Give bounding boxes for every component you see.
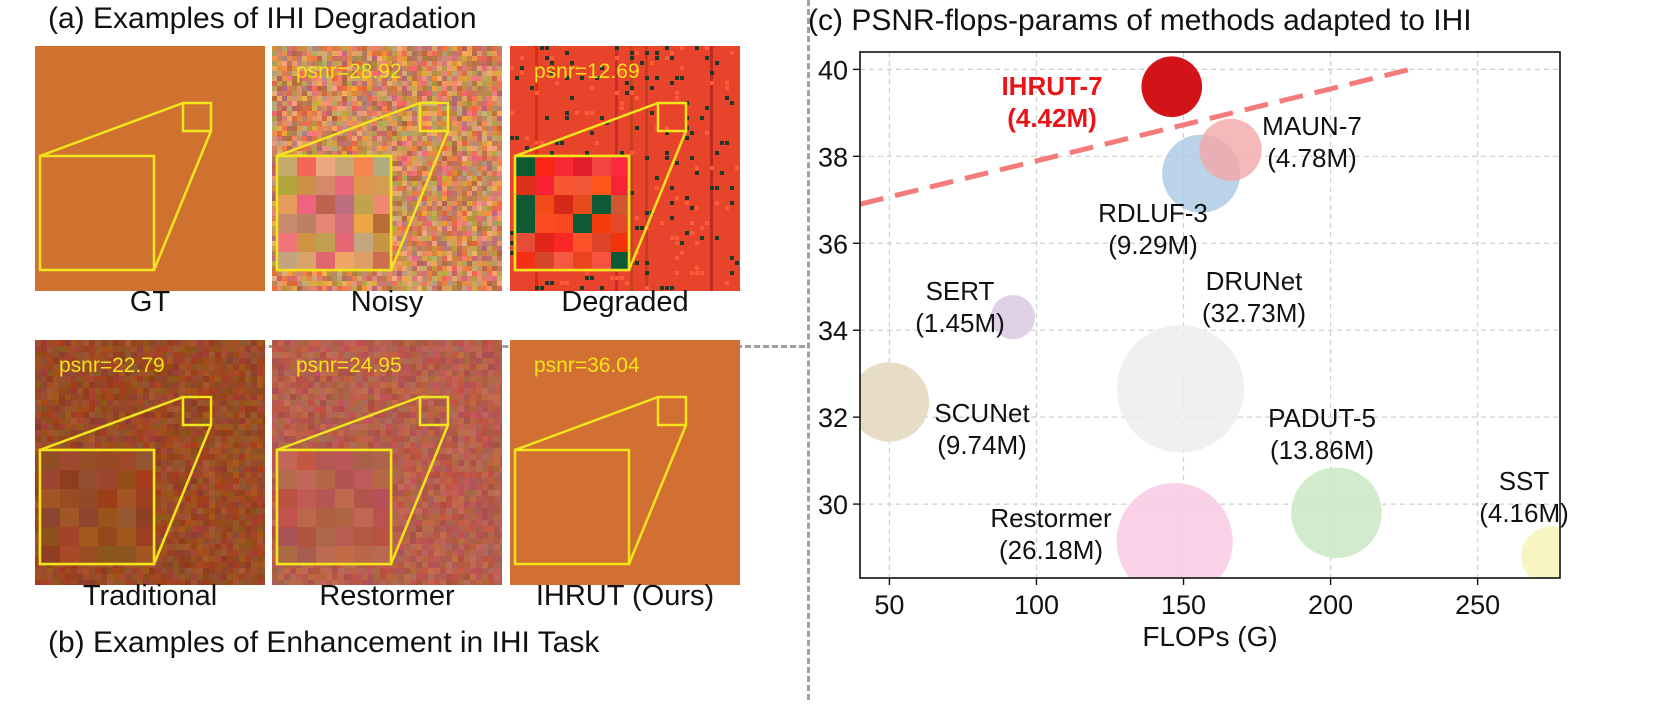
annotation-params: (4.78M)	[1267, 143, 1357, 173]
tile-ihrut-image	[510, 340, 740, 585]
tile-traditional-image	[35, 340, 265, 585]
tile-traditional: psnr=22.79	[35, 340, 265, 585]
annotation-params: (1.45M)	[915, 308, 1005, 338]
annotation-params: (26.18M)	[999, 535, 1103, 565]
point-scunet	[860, 362, 930, 442]
annotation-params: (9.29M)	[1108, 230, 1198, 260]
x-tick-label: 150	[1161, 590, 1206, 620]
psnr-label: psnr=22.79	[59, 354, 165, 377]
annotation-name: Restormer	[990, 503, 1112, 533]
tile-gt-image	[35, 46, 265, 291]
plot-frame	[859, 51, 1561, 579]
tile-noisy-image	[272, 46, 502, 291]
label-noisy: Noisy	[350, 286, 424, 318]
panel-b-title: (b) Examples of Enhancement in IHI Task	[48, 626, 600, 659]
annotation-params: (32.73M)	[1202, 298, 1306, 328]
annotation-sst: SST(4.16M)	[1479, 466, 1569, 528]
psnr-label: psnr=24.95	[296, 354, 402, 377]
x-tick-label: 50	[874, 590, 904, 620]
label-degraded: Degraded	[561, 286, 689, 318]
point-sert	[990, 295, 1036, 340]
psnr-label: psnr=36.04	[534, 354, 640, 377]
y-tick-label: 40	[818, 55, 848, 85]
point-maun-7	[1199, 118, 1262, 181]
tile-noisy: psnr=28.92	[272, 46, 502, 291]
annotation-padut-5: PADUT-5(13.86M)	[1268, 403, 1376, 465]
annotation-maun-7: MAUN-7(4.78M)	[1262, 111, 1362, 173]
tile-restormer: psnr=24.95	[272, 340, 502, 585]
annotation-name: IHRUT-7	[1001, 71, 1102, 101]
annotation-name: SST	[1499, 466, 1550, 496]
psnr-label: psnr=28.92	[296, 60, 402, 83]
label-ihrut-ours: IHRUT (Ours)	[535, 580, 715, 612]
annotation-params: (9.74M)	[937, 430, 1027, 460]
point-drunet	[1116, 325, 1245, 453]
psnr-label: psnr=12.69	[534, 60, 640, 83]
y-tick-label: 34	[818, 316, 848, 346]
trend-line	[859, 64, 1420, 207]
scatter-chart: (c) PSNR-flops-params of methods adapted…	[808, 4, 1569, 652]
zoom-box	[38, 101, 213, 272]
zoom-box	[513, 395, 688, 566]
point-sst	[1521, 526, 1560, 578]
point-ihrut-7	[1141, 56, 1203, 118]
label-restormer: Restormer	[319, 580, 455, 612]
x-axis-label: FLOPs (G)	[1142, 621, 1277, 652]
annotation-drunet: DRUNet(32.73M)	[1202, 266, 1306, 328]
annotation-name: PADUT-5	[1268, 403, 1376, 433]
x-tick-label: 200	[1308, 590, 1353, 620]
annotation-name: SCUNet	[934, 398, 1030, 428]
tile-ihrut-ours: psnr=36.04	[510, 340, 740, 585]
annotation-params: (4.42M)	[1007, 103, 1097, 133]
tile-degraded-image	[510, 46, 740, 291]
annotation-params: (4.16M)	[1479, 498, 1569, 528]
y-tick-label: 32	[818, 403, 848, 433]
annotation-ihrut-7: IHRUT-7(4.42M)	[1001, 71, 1102, 133]
tile-degraded: psnr=12.69	[510, 46, 740, 291]
annotation-name: SERT	[926, 276, 995, 306]
label-traditional: Traditional	[82, 580, 218, 612]
annotation-rdluf-3: RDLUF-3(9.29M)	[1098, 198, 1208, 260]
annotation-params: (13.86M)	[1270, 435, 1374, 465]
panel-a-title: (a) Examples of IHI Degradation	[48, 2, 477, 35]
annotation-name: MAUN-7	[1262, 111, 1362, 141]
tile-restormer-image	[272, 340, 502, 585]
y-tick-label: 30	[818, 490, 848, 520]
tile-gt	[35, 46, 265, 291]
annotation-name: RDLUF-3	[1098, 198, 1208, 228]
annotation-sert: SERT(1.45M)	[915, 276, 1005, 338]
point-restormer	[1116, 482, 1233, 578]
chart-title: (c) PSNR-flops-params of methods adapted…	[808, 4, 1472, 37]
y-tick-label: 36	[818, 229, 848, 259]
point-padut-5	[1291, 467, 1382, 559]
annotation-restormer: Restormer(26.18M)	[990, 503, 1112, 565]
vertical-divider	[807, 0, 810, 700]
y-tick-label: 38	[818, 142, 848, 172]
annotation-name: DRUNet	[1206, 266, 1304, 296]
x-tick-label: 250	[1455, 590, 1500, 620]
x-tick-label: 100	[1014, 590, 1059, 620]
label-gt: GT	[129, 286, 171, 318]
annotation-scunet: SCUNet(9.74M)	[934, 398, 1030, 460]
